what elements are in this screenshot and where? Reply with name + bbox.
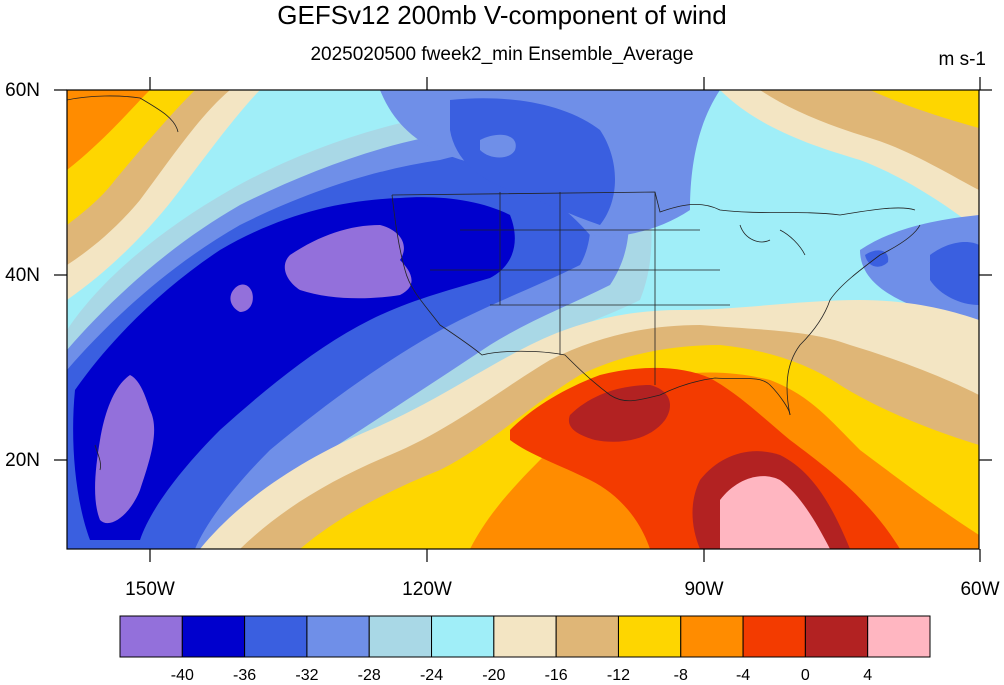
field-north-minus32	[450, 98, 615, 225]
colorbar-swatch	[680, 615, 744, 658]
colorbar-label: -32	[295, 667, 319, 684]
field-east-minus32	[930, 242, 979, 305]
map-title: GEFSv12 200mb V-component of wind	[277, 0, 727, 30]
lon-label-120w: 120W	[402, 579, 452, 600]
colorbar-swatch	[742, 615, 806, 658]
colorbar-swatch	[119, 615, 183, 658]
colorbar-label: 0	[800, 667, 810, 684]
colorbar-swatch	[867, 615, 931, 658]
colorbar-label: -28	[357, 667, 381, 684]
colorbar-swatch	[306, 615, 370, 658]
field-north-hole	[480, 134, 516, 158]
lat-label-40n: 40N	[5, 265, 40, 286]
wind-field	[67, 90, 979, 549]
colorbar-label: -36	[233, 667, 257, 684]
field-trough-minus40-b	[230, 284, 253, 312]
field-south-8	[720, 476, 830, 549]
colorbar	[119, 615, 931, 658]
map-subtitle: 2025020500 fweek2_min Ensemble_Average	[310, 44, 694, 65]
axis-ticks	[54, 77, 992, 562]
field-east-minus32-b	[865, 250, 889, 267]
lat-label-60n: 60N	[5, 80, 40, 101]
colorbar-label: -16	[544, 667, 568, 684]
field-trough-minus40-a	[284, 225, 412, 299]
field-east-minus28	[860, 215, 979, 330]
lon-label-150w: 150W	[125, 579, 175, 600]
coastlines	[67, 95, 921, 471]
colorbar-label: -12	[606, 667, 631, 684]
colorbar-swatch	[368, 615, 433, 658]
colorbar-label: -40	[170, 667, 194, 684]
colorbar-swatch	[431, 615, 495, 658]
colorbar-swatch	[804, 615, 869, 658]
colorbar-label: -24	[419, 667, 444, 684]
field-nw-minus4	[67, 90, 150, 170]
lon-label-60w: 60W	[960, 579, 1000, 600]
field-ne-minus8	[870, 90, 979, 128]
field-ne-minus12	[760, 90, 979, 190]
border-canada-us	[391, 191, 916, 216]
colorbar-label: -20	[482, 667, 506, 684]
colorbar-swatch	[181, 615, 246, 658]
map-frame	[66, 89, 980, 550]
state-lines	[430, 192, 730, 385]
coast-us-east	[786, 224, 921, 416]
coast-us-west-south	[391, 194, 791, 416]
field-trough-minus40-c	[95, 375, 155, 524]
colorbar-label: 4	[863, 667, 873, 684]
colorbar-label: -8	[673, 667, 688, 684]
coast-alaska	[67, 95, 179, 133]
great-lakes	[739, 224, 806, 256]
colorbar-swatch	[244, 615, 308, 658]
units-label: m s-1	[938, 49, 987, 70]
colorbar-swatch	[555, 615, 619, 658]
colorbar-swatch	[617, 615, 682, 658]
colorbar-swatch	[493, 615, 557, 658]
field-south-4-a	[568, 385, 670, 442]
lat-label-20n: 20N	[5, 450, 40, 471]
colorbar-label: -4	[735, 667, 751, 684]
hawaii	[94, 444, 101, 471]
lon-label-90w: 90W	[684, 579, 724, 600]
